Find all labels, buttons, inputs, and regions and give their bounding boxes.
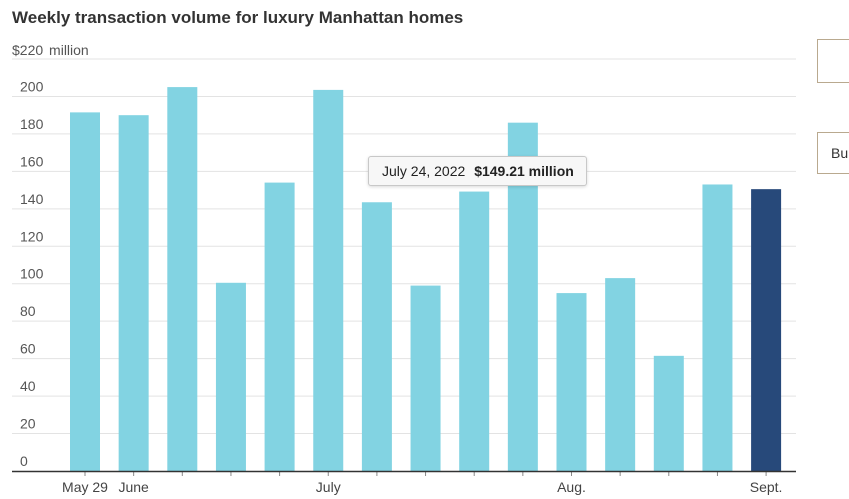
y-tick-label: 60: [20, 341, 36, 357]
bar[interactable]: [702, 184, 733, 472]
y-tick-label: 40: [20, 378, 36, 394]
bar[interactable]: [459, 191, 490, 471]
x-tick-label: May 29: [62, 479, 108, 495]
bar[interactable]: [361, 202, 392, 471]
y-tick-label: 160: [20, 153, 44, 169]
bar[interactable]: [264, 182, 295, 471]
x-axis-ticks: May 29 June July Aug. Sept.: [62, 471, 782, 495]
x-tick-label: Sept.: [750, 479, 783, 495]
bar[interactable]: [605, 278, 636, 471]
y-tick-label: 0: [20, 453, 28, 469]
bar-tooltip: July 24, 2022 $149.21 million: [368, 156, 587, 186]
y-tick-label: 140: [20, 191, 44, 207]
y-axis-unit: million: [49, 42, 89, 58]
x-tick-label: July: [316, 479, 341, 495]
bar[interactable]: [118, 115, 149, 471]
tooltip-value: $149.21 million: [474, 163, 574, 179]
bar[interactable]: [556, 293, 587, 471]
bar[interactable]: [215, 282, 246, 471]
y-axis-top-label: $220 million: [12, 42, 89, 58]
y-tick-label: 180: [20, 116, 44, 132]
y-axis-top-value: $220: [12, 42, 43, 58]
side-button-top[interactable]: [817, 39, 849, 83]
y-tick-label: 100: [20, 266, 44, 282]
y-axis-ticks: $220 million 0 20 40 60 80 100 120 140 160 180 200: [12, 42, 89, 469]
y-tick-label: 200: [20, 78, 44, 94]
bar[interactable]: [410, 285, 441, 471]
y-tick-label: 20: [20, 416, 36, 432]
bar[interactable]: [313, 89, 344, 472]
bar[interactable]: [167, 87, 198, 471]
x-tick-label: Aug.: [557, 479, 586, 495]
y-tick-label: 80: [20, 303, 36, 319]
tooltip-date: July 24, 2022: [382, 163, 466, 179]
chart-title: Weekly transaction volume for luxury Man…: [12, 8, 464, 27]
bars[interactable]: [70, 87, 782, 472]
x-tick-label: June: [118, 479, 149, 495]
bar[interactable]: [653, 355, 684, 471]
y-tick-label: 120: [20, 228, 44, 244]
bar[interactable]: [70, 112, 100, 471]
side-button-bottom[interactable]: Bu: [817, 132, 849, 174]
bar[interactable]: [751, 189, 782, 471]
